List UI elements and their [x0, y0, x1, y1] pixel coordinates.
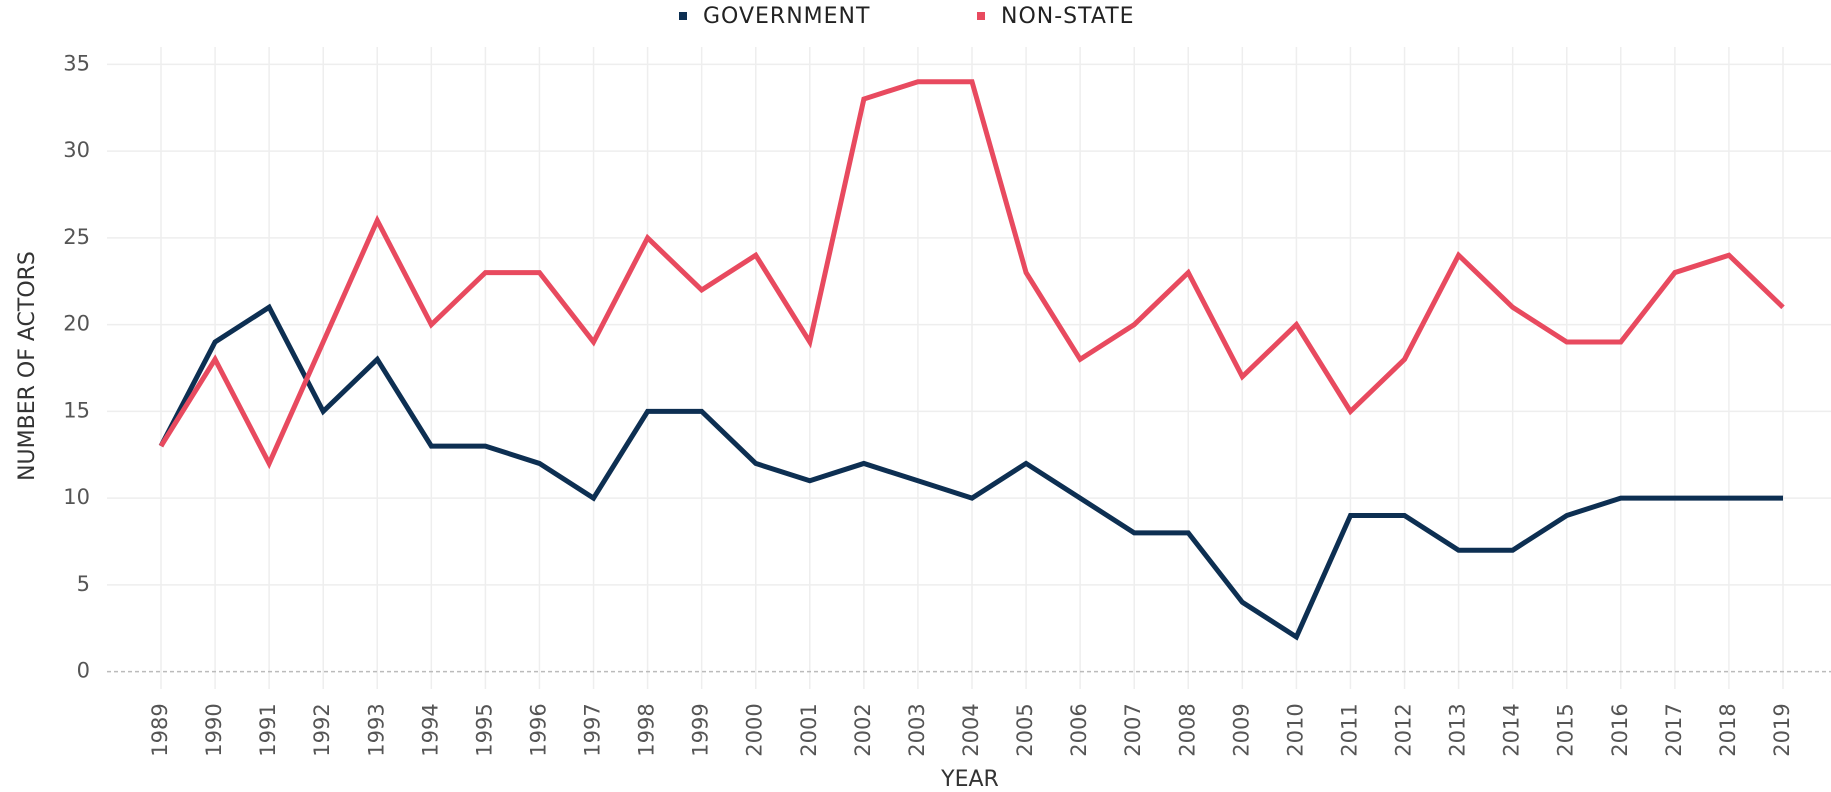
x-tick-label: 1990: [202, 703, 226, 756]
x-tick-label: 2003: [905, 703, 929, 756]
x-tick-label: 1995: [472, 703, 496, 756]
y-tick-label: 35: [63, 51, 90, 75]
x-tick-label: 1999: [689, 703, 713, 756]
x-tick-label: 1994: [418, 703, 442, 756]
legend-label: NON-STATE: [1001, 4, 1135, 29]
y-tick-label: 10: [63, 485, 90, 509]
x-tick-label: 1996: [526, 703, 550, 756]
x-tick-label: 1992: [310, 703, 334, 756]
legend-label: GOVERNMENT: [703, 4, 870, 29]
x-tick-label: 1998: [635, 703, 659, 756]
line-series: [158, 79, 1785, 470]
x-tick-label: 1997: [581, 703, 605, 756]
x-tick-label: 1991: [256, 703, 280, 756]
y-tick-label: 20: [63, 312, 90, 336]
x-tick-label: 2019: [1770, 703, 1794, 756]
line-series: [158, 303, 1783, 641]
y-tick-label: 25: [63, 225, 90, 249]
x-tick-label: 2002: [851, 703, 875, 756]
y-tick-label: 15: [63, 398, 90, 422]
x-tick-label: 2007: [1121, 703, 1145, 756]
legend-marker: [679, 12, 687, 20]
y-tick-label: 0: [77, 659, 90, 683]
x-tick-label: 2000: [743, 703, 767, 756]
x-tick-label: 2008: [1175, 703, 1199, 756]
x-tick-label: 2006: [1067, 703, 1091, 756]
x-tick-label: 2005: [1013, 703, 1037, 756]
x-tick-label: 2004: [959, 703, 983, 756]
x-tick-label: 2010: [1283, 703, 1307, 756]
x-tick-label: 2013: [1446, 703, 1470, 756]
x-tick-label: 1989: [148, 703, 172, 756]
x-tick-label: 2017: [1662, 703, 1686, 756]
x-tick-label: 2011: [1337, 703, 1361, 756]
x-tick-label: 2001: [797, 703, 821, 756]
x-tick-label: 1993: [364, 703, 388, 756]
x-tick-label: 2015: [1554, 703, 1578, 756]
legend-marker: [977, 12, 985, 20]
x-axis-label: YEAR: [940, 767, 999, 792]
y-tick-label: 5: [77, 572, 90, 596]
x-tick-label: 2012: [1392, 703, 1416, 756]
x-tick-label: 2018: [1716, 703, 1740, 756]
y-tick-label: 30: [63, 138, 90, 162]
x-tick-label: 2009: [1229, 703, 1253, 756]
x-tick-label: 2014: [1500, 703, 1524, 756]
x-tick-label: 2016: [1608, 703, 1632, 756]
y-axis-label: NUMBER OF ACTORS: [15, 251, 40, 481]
